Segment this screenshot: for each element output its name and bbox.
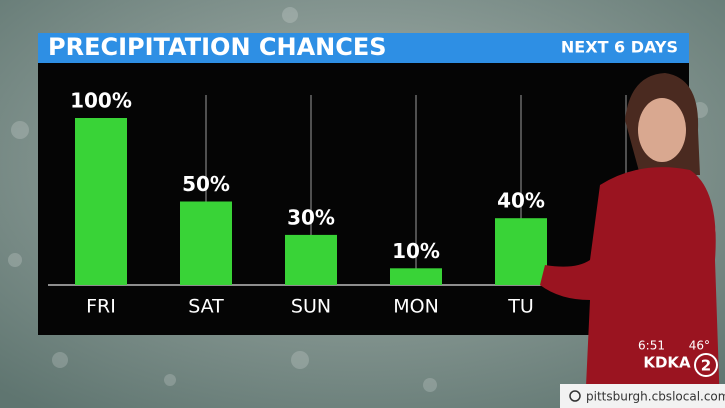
x-tick-label: FRI (86, 296, 116, 318)
value-label: 30% (287, 205, 335, 229)
footer-url: pittsburgh.cbslocal.com (586, 390, 725, 404)
footer-bar (560, 384, 725, 408)
x-tick-label: MON (393, 296, 439, 318)
temperature: 46° (689, 339, 710, 353)
eye-icon (569, 390, 581, 402)
header-bar (38, 33, 689, 63)
channel: 2 (701, 357, 711, 375)
x-tick-label: SAT (188, 296, 224, 318)
value-label: 10% (392, 239, 440, 263)
value-label: 40% (497, 189, 545, 213)
x-tick-label: SUN (291, 296, 331, 318)
call-sign: KDKA (643, 354, 691, 372)
plot: 100% FRI 50% SAT 30% SUN 10% MON 40% TU (48, 89, 680, 318)
value-label: 100% (70, 89, 132, 113)
presenter (540, 73, 720, 408)
chart-title: PRECIPITATION CHANCES (48, 33, 387, 61)
time: 6:51 (638, 339, 665, 353)
bar (495, 218, 547, 285)
chart-subtitle: NEXT 6 DAYS (561, 38, 678, 57)
value-label: 50% (182, 172, 230, 196)
bar (75, 118, 127, 285)
bar (390, 268, 442, 285)
station-logo: 6:51 46° KDKA 2 (638, 339, 718, 377)
x-tick-label: TU (507, 296, 534, 318)
bar (180, 201, 232, 285)
bar (285, 234, 337, 285)
